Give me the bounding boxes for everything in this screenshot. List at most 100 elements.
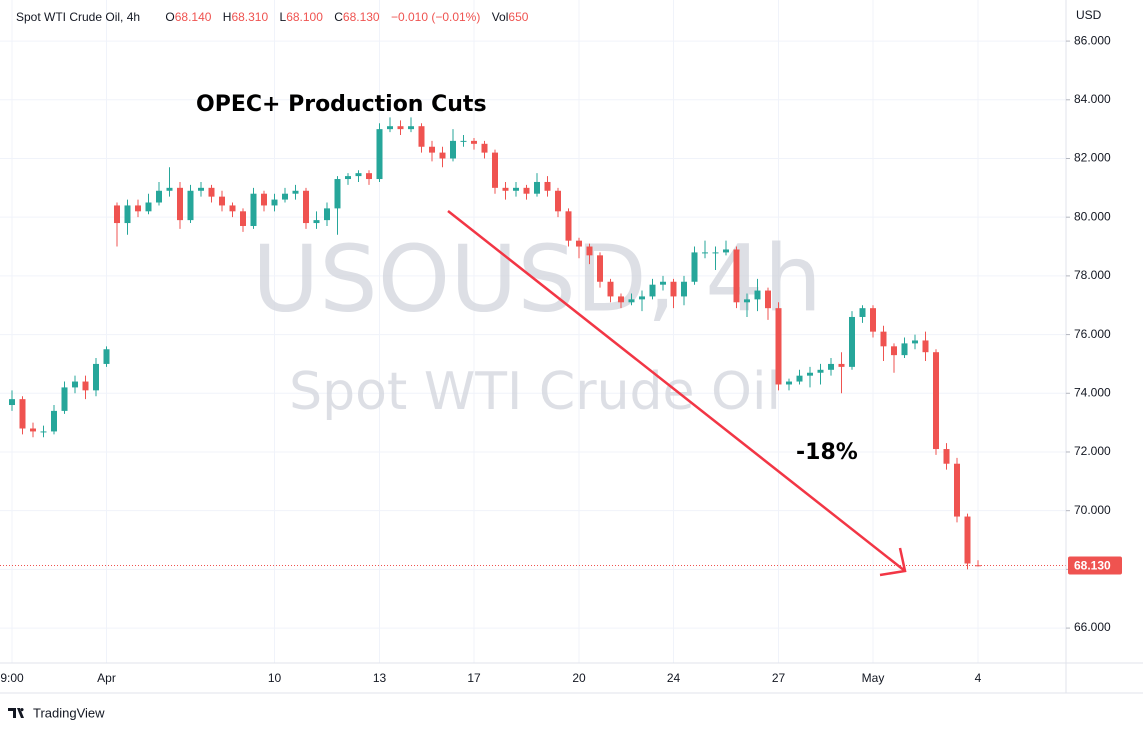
candle-body [555, 190, 561, 212]
candle-body [124, 205, 131, 224]
ohlc-value: 68.310 [231, 10, 269, 24]
axes: 66.00068.00070.00072.00074.00076.00078.0… [0, 33, 1122, 685]
candle-body [208, 187, 215, 197]
tradingview-logo: TradingView [8, 705, 105, 720]
candle-body [250, 193, 257, 226]
x-tick-label: 20 [572, 671, 586, 685]
candle-body [313, 220, 320, 224]
candle-body [649, 284, 656, 297]
ohlc-key: O [165, 10, 175, 24]
candle-body [271, 199, 278, 206]
candle-body [523, 187, 530, 194]
candle-body [891, 346, 897, 356]
candle-body [72, 381, 78, 388]
candle-body [607, 281, 614, 297]
candle-body [838, 363, 845, 367]
x-tick-label: May [862, 671, 885, 685]
candle-body [261, 193, 267, 206]
candle-body [681, 281, 687, 297]
candle-body [408, 126, 414, 130]
x-tick-label: 13 [373, 671, 387, 685]
candle-body [166, 187, 173, 191]
candle-body [471, 140, 477, 144]
candle-body [40, 431, 47, 433]
y-tick-label: 70.000 [1074, 503, 1111, 517]
candle-body [586, 246, 593, 256]
candle-body [565, 211, 572, 241]
annotation: OPEC+ Production Cuts [196, 92, 487, 117]
candle-body [723, 249, 729, 253]
y-tick-label: 74.000 [1074, 385, 1111, 399]
candle-body [397, 126, 404, 130]
candle-body [303, 190, 309, 224]
candle-body [817, 369, 824, 373]
candle-body [744, 299, 750, 303]
candle-body [93, 363, 99, 391]
x-tick-label: 10 [268, 671, 282, 685]
candle-body [366, 173, 372, 180]
legend-header: Spot WTI Crude Oil, 4h O68.140 H68.310 L… [16, 10, 528, 24]
ohlc-value: 68.130 [342, 10, 380, 24]
ohlc-key: L [279, 10, 287, 24]
candle-body [334, 179, 341, 209]
candle-body [324, 208, 330, 221]
candles [0, 117, 1066, 570]
ohlc-value: 68.100 [286, 10, 323, 24]
candle-body [933, 352, 939, 450]
candle-body [870, 308, 876, 332]
watermark-symbol: USOUSD, 4h [252, 225, 822, 332]
candle-body [618, 296, 624, 303]
candle-body [964, 516, 971, 564]
candle-body [376, 129, 383, 180]
x-tick-label: 9:00 [0, 671, 24, 685]
candle-body [786, 381, 792, 385]
x-tick-label: 24 [667, 671, 681, 685]
x-tick-label: 17 [467, 671, 481, 685]
candle-body [733, 249, 740, 303]
arrow-head [879, 547, 907, 577]
y-tick-label: 86.000 [1074, 33, 1111, 47]
candle-body [481, 143, 488, 153]
candle-body [439, 152, 446, 159]
last-price-label: 68.130 [1074, 559, 1111, 573]
candle-body [156, 190, 162, 203]
candle-body [282, 193, 288, 200]
candle-body [177, 187, 183, 221]
ohlc-key: C [334, 10, 343, 24]
candle-body [660, 281, 666, 285]
candle-body [355, 173, 362, 177]
x-tick-label: 4 [975, 671, 982, 685]
candle-body [82, 381, 89, 391]
candle-body [796, 375, 803, 382]
y-tick-label: 78.000 [1074, 268, 1111, 282]
watermark-name: Spot WTI Crude Oil [289, 362, 781, 422]
candle-body [103, 349, 110, 364]
candle-body [492, 152, 498, 188]
candle-body [30, 428, 36, 432]
candle-body [114, 205, 120, 224]
candle-body [502, 187, 509, 191]
candle-body [9, 399, 15, 406]
candle-body [460, 140, 467, 142]
candle-body [880, 331, 887, 347]
candle-body [429, 146, 435, 153]
candle-body [387, 126, 393, 130]
candle-body [597, 255, 603, 282]
candle-body [534, 181, 540, 194]
candle-body [61, 387, 68, 411]
x-tick-label: Apr [97, 671, 116, 685]
candle-body [754, 290, 761, 300]
candle-body [628, 299, 635, 303]
candle-body [198, 187, 204, 191]
candle-body [19, 399, 26, 429]
candle-body [912, 340, 918, 344]
candle-body [691, 252, 698, 282]
candle-body [807, 372, 813, 376]
volume-key: Vol [491, 10, 509, 24]
candle-body [418, 126, 425, 147]
y-tick-label: 72.000 [1074, 444, 1111, 458]
trend-arrow [447, 210, 906, 572]
candle-body [219, 196, 225, 206]
candle-body [345, 176, 351, 180]
